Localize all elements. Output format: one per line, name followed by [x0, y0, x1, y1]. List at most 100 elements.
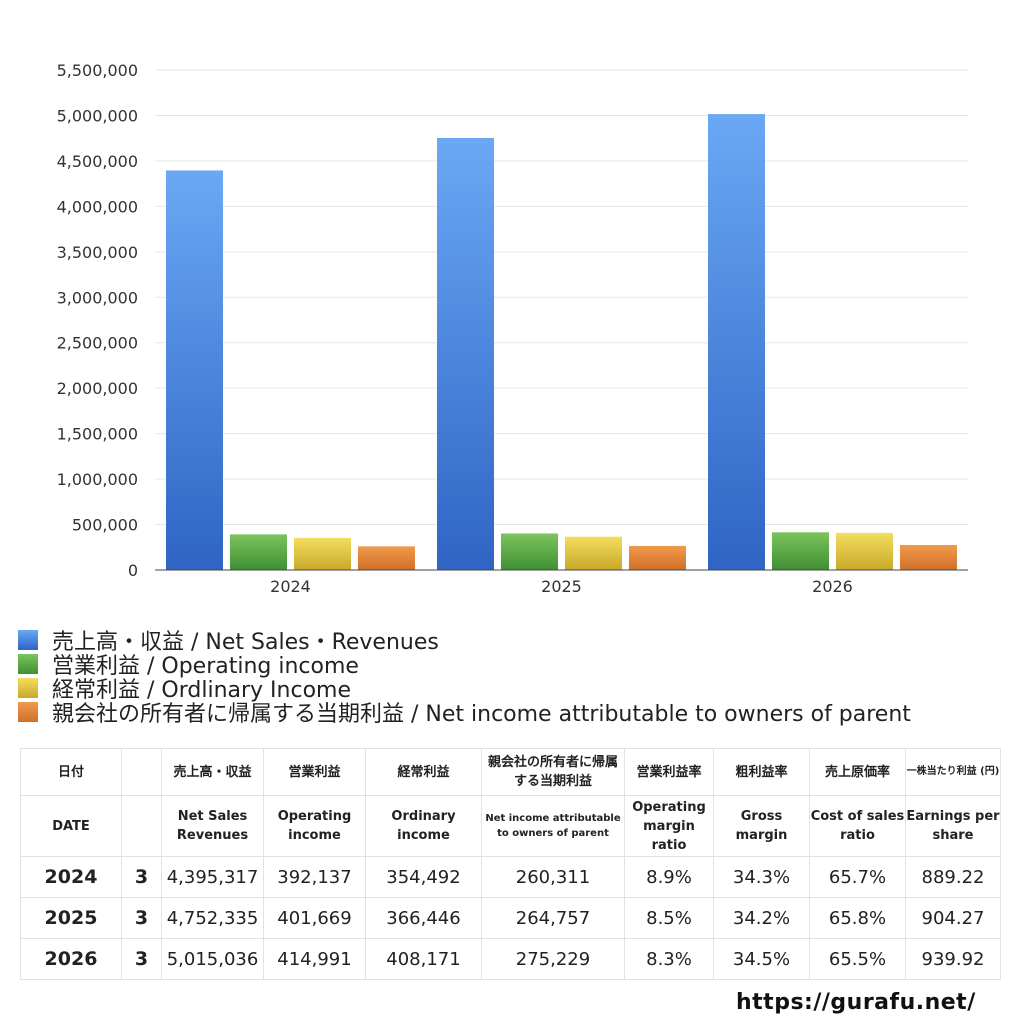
cell-year: 2026	[20, 938, 122, 980]
bar-operating-income	[230, 534, 287, 570]
legend-item-net-income: 親会社の所有者に帰属する当期利益 / Net income attributab…	[18, 700, 911, 727]
legend-swatch-ordinary-income	[18, 678, 38, 698]
header-month-jp	[121, 748, 162, 796]
bar-net-income	[900, 544, 957, 570]
cell-net-income: 275,229	[481, 938, 625, 980]
y-tick-label: 3,500,000	[57, 243, 138, 262]
cell-ordinary-income: 408,171	[365, 938, 482, 980]
cell-month: 3	[121, 897, 162, 939]
header-cost-ratio-jp: 売上原価率	[809, 748, 906, 796]
header-ordinary-income-en: Ordinary income	[365, 795, 482, 857]
table-row: 2025 3 4,752,335 401,669 366,446 264,757…	[20, 897, 1001, 939]
x-tick-label: 2026	[812, 577, 853, 596]
grid-lines	[155, 69, 968, 526]
header-operating-margin-jp: 営業利益率	[624, 748, 714, 796]
bar-net-income	[629, 545, 686, 570]
cell-year: 2025	[20, 897, 122, 939]
header-row-jp: 日付 売上高・収益 営業利益 経常利益 親会社の所有者に帰属する当期利益 営業利…	[20, 748, 1001, 796]
cell-gross-margin: 34.2%	[713, 897, 810, 939]
x-tick-label: 2024	[270, 577, 311, 596]
legend-label-ordinary-income: 経常利益 / Ordlinary Income	[52, 678, 351, 703]
header-cost-ratio-en: Cost of sales ratio	[809, 795, 906, 857]
x-tick-label: 2025	[541, 577, 582, 596]
header-ordinary-income-jp: 経常利益	[365, 748, 482, 796]
cell-operating-margin: 8.3%	[624, 938, 714, 980]
cell-operating-income: 392,137	[263, 856, 366, 898]
y-tick-label: 1,000,000	[57, 470, 138, 489]
header-gross-margin-en: Gross margin	[713, 795, 810, 857]
cell-operating-income: 401,669	[263, 897, 366, 939]
legend-label-net-income: 親会社の所有者に帰属する当期利益 / Net income attributab…	[52, 702, 911, 727]
cell-operating-margin: 8.5%	[624, 897, 714, 939]
header-operating-income-jp: 営業利益	[263, 748, 366, 796]
legend-swatch-operating-income	[18, 654, 38, 674]
cell-cost-ratio: 65.5%	[809, 938, 906, 980]
cell-net-sales: 5,015,036	[161, 938, 264, 980]
y-tick-label: 4,500,000	[57, 152, 138, 171]
header-date-en: DATE	[20, 795, 122, 857]
cell-net-income: 264,757	[481, 897, 625, 939]
y-tick-label: 500,000	[72, 516, 138, 535]
cell-month: 3	[121, 856, 162, 898]
y-tick-label: 4,000,000	[57, 197, 138, 216]
cell-eps: 889.22	[905, 856, 1001, 898]
cell-cost-ratio: 65.7%	[809, 856, 906, 898]
cell-gross-margin: 34.3%	[713, 856, 810, 898]
cell-net-sales: 4,752,335	[161, 897, 264, 939]
header-eps-en: Earnings per share	[905, 795, 1001, 857]
y-tick-label: 2,500,000	[57, 334, 138, 353]
header-operating-margin-en: Operating margin ratio	[624, 795, 714, 857]
header-month-en	[121, 795, 162, 857]
cell-eps: 904.27	[905, 897, 1001, 939]
header-net-sales-en: Net Sales Revenues	[161, 795, 264, 857]
cell-year: 2024	[20, 856, 122, 898]
legend-swatch-net-sales	[18, 630, 38, 650]
table-row: 2024 3 4,395,317 392,137 354,492 260,311…	[20, 856, 1001, 898]
y-tick-label: 3,000,000	[57, 288, 138, 307]
legend-item-operating-income: 営業利益 / Operating income	[18, 652, 911, 679]
bar-ordinary-income	[836, 532, 893, 570]
bar-ordinary-income	[565, 536, 622, 570]
bar-ordinary-income	[294, 537, 351, 570]
legend-item-net-sales: 売上高・収益 / Net Sales・Revenues	[18, 628, 911, 655]
header-gross-margin-jp: 粗利益率	[713, 748, 810, 796]
legend: 売上高・収益 / Net Sales・Revenues 営業利益 / Opera…	[18, 628, 911, 727]
bar-operating-income	[772, 532, 829, 570]
y-tick-label: 5,500,000	[57, 61, 138, 80]
cell-gross-margin: 34.5%	[713, 938, 810, 980]
header-net-income-en: Net income attributable to owners of par…	[481, 795, 625, 857]
cell-operating-margin: 8.9%	[624, 856, 714, 898]
header-net-income-jp: 親会社の所有者に帰属する当期利益	[481, 748, 625, 796]
legend-label-net-sales: 売上高・収益 / Net Sales・Revenues	[52, 630, 439, 655]
header-operating-income-en: Operating income	[263, 795, 366, 857]
bars	[166, 114, 957, 570]
header-net-sales-jp: 売上高・収益	[161, 748, 264, 796]
bar-net-sales	[437, 137, 494, 570]
x-axis-ticks: 2024 2025 2026	[270, 577, 853, 596]
cell-ordinary-income: 354,492	[365, 856, 482, 898]
cell-net-sales: 4,395,317	[161, 856, 264, 898]
header-row-en: DATE Net Sales Revenues Operating income…	[20, 795, 1001, 857]
bar-operating-income	[501, 533, 558, 570]
financial-table: 日付 売上高・収益 営業利益 経常利益 親会社の所有者に帰属する当期利益 営業利…	[20, 748, 1001, 980]
y-tick-label: 0	[128, 561, 138, 580]
bar-net-sales	[708, 114, 765, 570]
bar-net-income	[358, 546, 415, 570]
cell-cost-ratio: 65.8%	[809, 897, 906, 939]
site-url: https://gurafu.net/	[736, 990, 976, 1015]
y-axis-ticks: 0 500,000 1,000,000 1,500,000 2,000,000 2,500…	[57, 61, 138, 580]
table-row: 2026 3 5,015,036 414,991 408,171 275,229…	[20, 938, 1001, 980]
header-date-jp: 日付	[20, 748, 122, 796]
cell-net-income: 260,311	[481, 856, 625, 898]
legend-item-ordinary-income: 経常利益 / Ordlinary Income	[18, 676, 911, 703]
cell-ordinary-income: 366,446	[365, 897, 482, 939]
bar-chart: 0 500,000 1,000,000 1,500,000 2,000,000 2,500…	[57, 61, 968, 596]
legend-swatch-net-income	[18, 702, 38, 722]
cell-eps: 939.92	[905, 938, 1001, 980]
bar-net-sales	[166, 170, 223, 570]
cell-month: 3	[121, 938, 162, 980]
legend-label-operating-income: 営業利益 / Operating income	[52, 654, 359, 679]
y-tick-label: 1,500,000	[57, 425, 138, 444]
y-tick-label: 2,000,000	[57, 379, 138, 398]
y-tick-label: 5,000,000	[57, 106, 138, 125]
